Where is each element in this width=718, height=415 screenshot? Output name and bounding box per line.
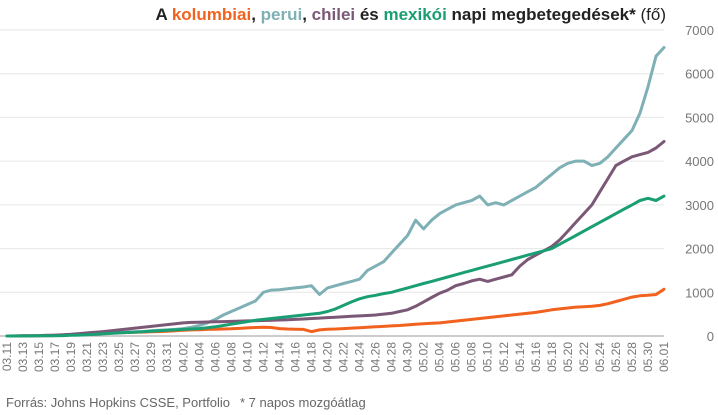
x-tick-label: 05.04 (433, 342, 447, 372)
y-tick-label: 5000 (685, 110, 714, 125)
x-tick-label: 04.30 (401, 342, 415, 372)
x-tick-label: 05.30 (641, 342, 655, 372)
x-tick-label: 04.24 (353, 342, 367, 372)
x-tick-label: 04.22 (337, 342, 351, 372)
footer: Forrás: Johns Hopkins CSSE, Portfolio * 7… (6, 395, 366, 410)
y-tick-label: 2000 (685, 242, 714, 257)
x-tick-label: 04.20 (320, 342, 334, 372)
title-comma-2: , (302, 5, 312, 24)
x-tick-label: 05.10 (481, 342, 495, 372)
series-line-0 (5, 287, 666, 338)
x-tick-label: 03.31 (160, 342, 174, 372)
x-tick-label: 04.02 (176, 342, 190, 372)
x-axis-labels: 03.11 03.13 03.15 03.17 03.19 03.21 03.23 03.25… (0, 342, 671, 372)
y-tick-label: 3000 (685, 198, 714, 213)
x-tick-label: 03.21 (80, 342, 94, 372)
title-unit: (fő) (635, 5, 666, 24)
x-tick-label: 05.14 (513, 342, 527, 372)
title-comma-1: , (251, 5, 261, 24)
moving-average-note: * 7 napos mozgóátlag (239, 395, 366, 410)
x-tick-label: 03.29 (144, 342, 158, 372)
y-axis-labels: 0 1000 2000 3000 4000 5000 6000 7000 (685, 23, 714, 344)
x-tick-label: 04.10 (240, 342, 254, 372)
x-tick-label: 04.28 (385, 342, 399, 372)
x-tick-label: 04.16 (288, 342, 302, 372)
x-tick-label: 04.12 (256, 342, 270, 372)
title-colombia: kolumbiai (171, 5, 252, 24)
title-prefix: A (155, 5, 172, 24)
x-tick-label: 05.12 (497, 342, 511, 372)
x-tick-label: 04.08 (224, 342, 238, 372)
x-tick-label: 04.26 (369, 342, 383, 372)
x-tick-label: 04.18 (304, 342, 318, 372)
series-line-3 (5, 194, 666, 338)
x-tick-label: 05.18 (545, 342, 559, 372)
x-tick-label: 04.04 (192, 342, 206, 372)
x-tick-label: 05.28 (625, 342, 639, 372)
x-tick-label: 03.11 (0, 342, 14, 371)
x-tick-label: 03.23 (96, 342, 110, 372)
series-line-2 (5, 140, 666, 338)
x-tick-label: 03.25 (112, 342, 126, 372)
y-tick-label: 1000 (685, 285, 714, 300)
x-tick-label: 05.22 (577, 342, 591, 372)
x-tick-label: 04.14 (272, 342, 286, 372)
x-tick-label: 03.27 (128, 342, 142, 372)
x-tick-label: 05.20 (561, 342, 575, 372)
title-mexico: mexikói (383, 5, 447, 24)
y-tick-label: 7000 (685, 23, 714, 38)
x-tick-label: 05.06 (449, 342, 463, 372)
x-tick-label: 03.19 (64, 342, 78, 372)
series-lines (5, 46, 666, 338)
gridlines (0, 29, 664, 337)
x-tick-label: 06.01 (657, 342, 671, 372)
x-tick-label: 05.24 (593, 342, 607, 372)
title-chile: chilei (311, 5, 356, 24)
x-tick-label: 04.06 (208, 342, 222, 372)
source-note: Forrás: Johns Hopkins CSSE, Portfolio (6, 395, 230, 410)
x-tick-label: 05.16 (529, 342, 543, 372)
y-tick-label: 4000 (685, 154, 714, 169)
x-tick-label: 03.17 (48, 342, 62, 372)
x-tick-label: 05.26 (609, 342, 623, 372)
title-and: és (355, 5, 384, 24)
x-tick-label: 03.15 (32, 342, 46, 372)
x-tick-label: 05.02 (417, 342, 431, 372)
x-tick-label: 03.13 (16, 342, 30, 372)
title-peru: perui (260, 5, 303, 24)
title-suffix: napi megbetegedések* (446, 5, 636, 24)
y-tick-label: 6000 (685, 67, 714, 82)
chart-title: A kolumbiai, perui, chilei és mexikói na… (155, 5, 666, 25)
x-tick-label: 05.08 (465, 342, 479, 372)
y-tick-label: 0 (707, 329, 714, 344)
